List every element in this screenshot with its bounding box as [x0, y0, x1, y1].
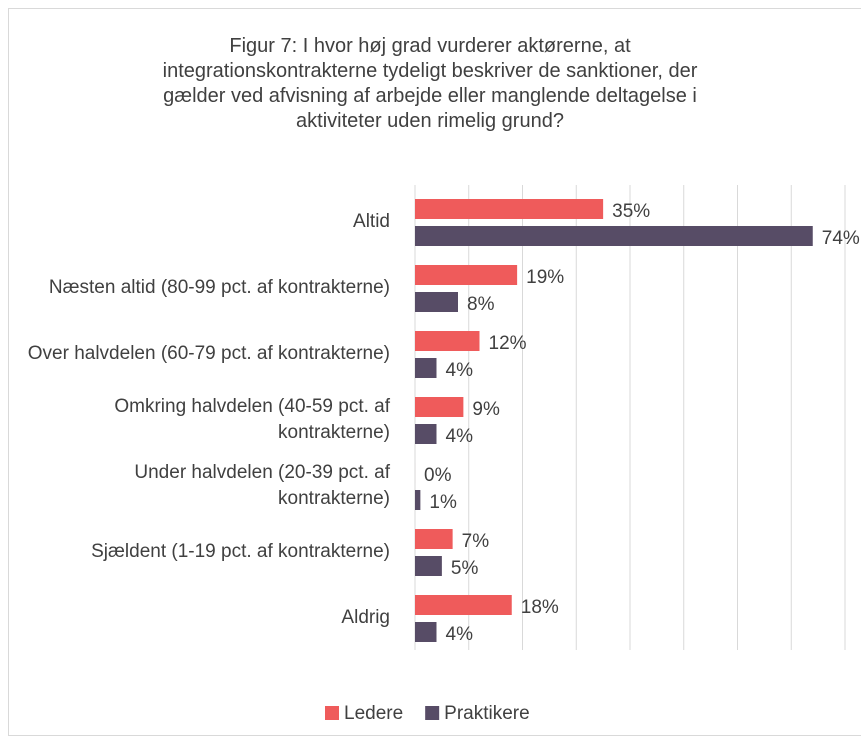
- bar: [415, 424, 437, 444]
- data-label: 9%: [472, 399, 500, 420]
- y-tick-label: Næsten altid (80-99 pct. af kontrakterne…: [48, 277, 390, 298]
- legend-label: Ledere: [344, 703, 403, 724]
- data-label: 1%: [429, 492, 457, 513]
- chart-title: Figur 7: I hvor høj grad vurderer aktøre…: [162, 35, 698, 132]
- data-label: 18%: [521, 597, 559, 618]
- data-label: 7%: [462, 531, 490, 552]
- bar: [415, 265, 518, 285]
- y-tick-label: Altid: [353, 211, 390, 232]
- legend-label: Praktikere: [444, 703, 530, 724]
- legend-swatch: [325, 706, 339, 720]
- y-tick-label: Sjældent (1-19 pct. af kontrakterne): [91, 541, 390, 562]
- chart-border: [8, 8, 861, 736]
- data-label: 35%: [612, 201, 650, 222]
- data-label: 19%: [526, 267, 564, 288]
- y-tick-label: Aldrig: [341, 607, 390, 628]
- y-tick-label: Over halvdelen (60-79 pct. af kontrakter…: [27, 343, 390, 364]
- data-label: 12%: [489, 333, 527, 354]
- bar: [415, 397, 464, 417]
- bar: [415, 529, 453, 549]
- data-label: 4%: [446, 426, 474, 447]
- data-label: 74%: [822, 228, 860, 249]
- bar: [415, 595, 512, 615]
- bar: [415, 292, 458, 312]
- data-label: 4%: [446, 360, 474, 381]
- data-label: 4%: [446, 624, 474, 645]
- bar: [415, 358, 437, 378]
- bar: [415, 199, 604, 219]
- bar: [415, 331, 480, 351]
- bar: [415, 556, 442, 576]
- data-label: 5%: [451, 558, 479, 579]
- bar: [415, 226, 813, 246]
- data-label: 0%: [424, 465, 452, 486]
- y-tick-label: Under halvdelen (20-39 pct. af kontrakte…: [134, 462, 390, 509]
- data-label: 8%: [467, 294, 495, 315]
- bar: [415, 490, 421, 510]
- legend-swatch: [425, 706, 440, 720]
- y-tick-label: Omkring halvdelen (40-59 pct. af kontrak…: [114, 396, 390, 443]
- bar: [415, 622, 437, 642]
